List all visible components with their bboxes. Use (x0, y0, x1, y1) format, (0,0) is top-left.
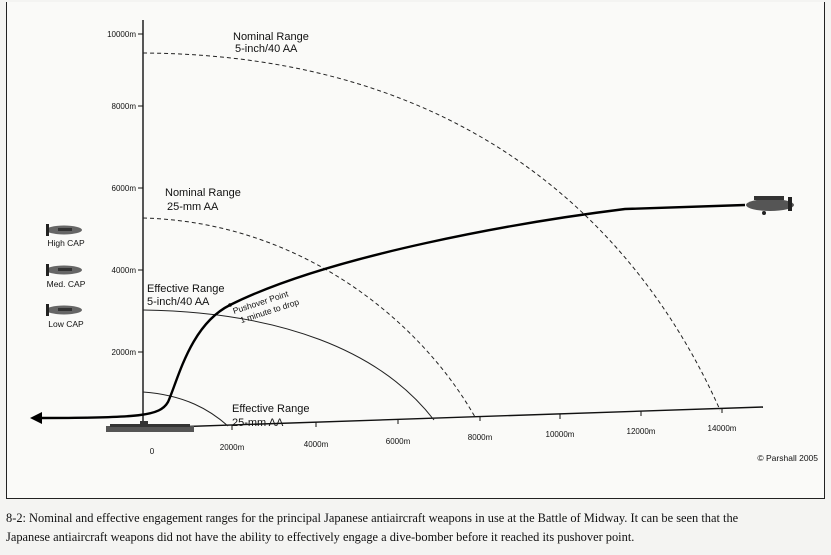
x-tick-label: 12000m (627, 427, 656, 436)
x-tick-label: 4000m (304, 440, 329, 449)
carrier-ship-icon (106, 421, 194, 432)
y-tick-label: 2000m (112, 348, 137, 357)
y-tick-label: 10000m (107, 30, 136, 39)
flight-path-arrowhead (30, 412, 42, 424)
x-tick-label: 2000m (220, 443, 245, 452)
y-tick-label: 4000m (112, 266, 137, 275)
caption-line-1: 8-2: Nominal and effective engagement ra… (6, 511, 739, 525)
high-cap-label: High CAP (47, 238, 85, 248)
y-tick-label: 6000m (112, 184, 137, 193)
pushover-point-annotation: Pushover Point 1 minute to drop (232, 288, 301, 325)
nominal-25mm-sub: 25-mm AA (167, 201, 219, 213)
pushover-point-marker (228, 303, 232, 307)
effective-5inch-sub: 5-inch/40 AA (147, 296, 210, 308)
y-tick-label: 8000m (112, 102, 137, 111)
dive-bomber-icon (746, 196, 794, 215)
range-diagram: 10000m 8000m 6000m 4000m 2000m 0 2000m 4… (30, 20, 818, 463)
nominal-25mm-title: Nominal Range (165, 187, 241, 199)
med-cap-label: Med. CAP (47, 279, 86, 289)
effective-range-5inch-curve (142, 309, 435, 421)
nominal-5inch-title: Nominal Range (233, 31, 309, 43)
low-cap-label: Low CAP (48, 319, 84, 329)
x-tick-label: 6000m (386, 437, 411, 446)
x-tick-label: 10000m (546, 430, 575, 439)
med-cap-fighter-icon (46, 264, 82, 276)
dive-bomber-flight-path (39, 203, 746, 420)
effective-25mm-title: Effective Range (232, 403, 309, 415)
effective-5inch-title: Effective Range (147, 283, 224, 295)
nominal-range-25mm-curve (142, 217, 476, 418)
low-cap-fighter-icon (46, 304, 82, 316)
x-ticks: 0 2000m 4000m 6000m 8000m 10000m 12000m … (150, 408, 737, 456)
caption-line-2: Japanese antiaircraft weapons did not ha… (6, 530, 635, 544)
x-tick-label: 8000m (468, 433, 493, 442)
x-tick-label: 0 (150, 447, 155, 456)
credit-label: © Parshall 2005 (757, 453, 818, 463)
y-ticks: 10000m 8000m 6000m 4000m 2000m (107, 30, 143, 357)
high-cap-fighter-icon (46, 224, 82, 236)
x-tick-label: 14000m (708, 424, 737, 433)
effective-25mm-sub: 25-mm AA (232, 417, 284, 429)
x-axis (142, 406, 764, 429)
figure-caption: 8-2: Nominal and effective engagement ra… (6, 509, 826, 547)
nominal-5inch-sub: 5-inch/40 AA (235, 43, 298, 55)
effective-range-25mm-curve (142, 391, 229, 427)
